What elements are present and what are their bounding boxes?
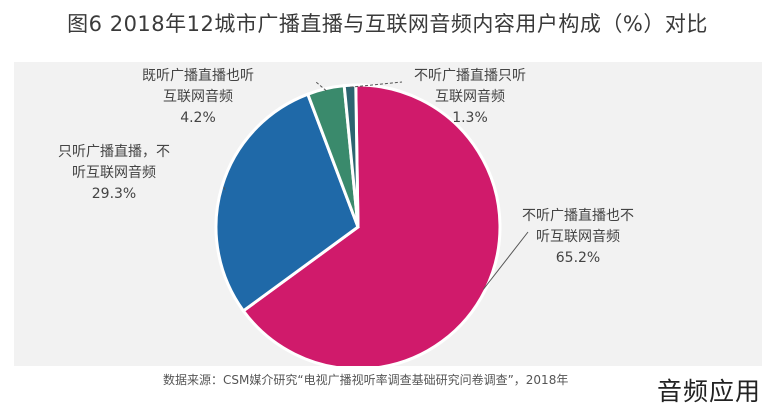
chart-panel: 不听广播直播也不 听互联网音频 65.2% 只听广播直播，不 听互联网音频 29… xyxy=(14,62,762,366)
watermark: 音频应用 xyxy=(656,377,761,406)
label-radio-only-value: 29.3% xyxy=(91,186,137,202)
chart-title: 图6 2018年12城市广播直播与互联网音频内容用户构成（%）对比 xyxy=(67,12,708,36)
label-neither-line1: 不听广播直播也不 xyxy=(522,208,634,224)
data-source: 数据来源：CSM媒介研究“电视广播视听率调查基础研究问卷调查”，2018年 xyxy=(163,373,569,387)
label-internet-only-value: 1.3% xyxy=(452,110,488,126)
label-both-line2: 互联网音频 xyxy=(163,89,233,105)
label-internet-only-line1: 不听广播直播只听 xyxy=(414,68,526,84)
leader-line-radio-only xyxy=(223,186,227,193)
leader-line-internet-only xyxy=(350,81,403,88)
pie-chart xyxy=(214,81,529,366)
leader-line-neither xyxy=(482,231,529,290)
leader-line-both xyxy=(315,81,327,92)
label-internet-only: 不听广播直播只听 互联网音频 1.3% xyxy=(414,66,526,129)
label-both: 既听广播直播也听 互联网音频 4.2% xyxy=(142,66,254,129)
slice-radio-only xyxy=(214,92,360,313)
slice-internet-only xyxy=(342,83,360,228)
label-radio-only-line1: 只听广播直播，不 xyxy=(58,144,170,160)
label-radio-only-line2: 听互联网音频 xyxy=(72,165,156,181)
label-radio-only: 只听广播直播，不 听互联网音频 29.3% xyxy=(58,142,170,205)
label-both-value: 4.2% xyxy=(180,110,216,126)
label-neither-value: 65.2% xyxy=(555,250,601,266)
label-both-line1: 既听广播直播也听 xyxy=(142,68,254,84)
label-neither: 不听广播直播也不 听互联网音频 65.2% xyxy=(522,206,634,269)
label-neither-line2: 听互联网音频 xyxy=(536,229,620,245)
slice-neither xyxy=(241,83,502,366)
label-internet-only-line2: 互联网音频 xyxy=(435,89,505,105)
